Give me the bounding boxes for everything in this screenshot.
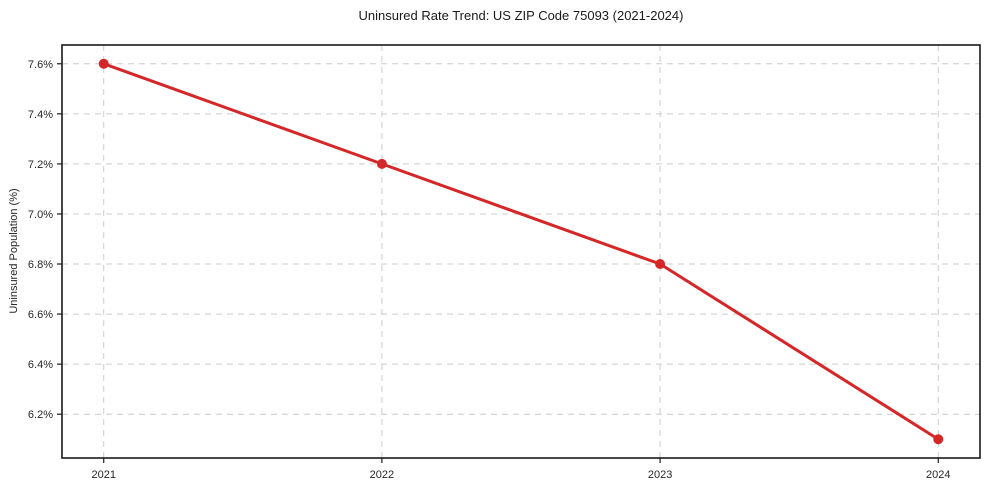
y-tick-label: 6.6%	[28, 309, 53, 321]
x-tick-label: 2022	[370, 469, 394, 481]
y-tick-label: 6.2%	[28, 409, 53, 421]
plot-border	[61, 44, 981, 459]
x-tick-label: 2023	[648, 469, 672, 481]
data-point-marker	[933, 434, 944, 445]
y-tick-label: 7.2%	[28, 159, 53, 171]
y-tick-label: 7.4%	[28, 109, 53, 121]
x-tick-label: 2021	[91, 469, 115, 481]
x-tick-label: 2024	[926, 469, 950, 481]
data-point-marker	[655, 259, 666, 270]
data-point-marker	[376, 158, 387, 169]
y-tick-label: 7.0%	[28, 209, 53, 221]
trend-line	[102, 62, 940, 441]
y-tick-label: 6.4%	[28, 359, 53, 371]
data-point-marker	[98, 58, 109, 69]
y-tick-label: 7.6%	[28, 59, 53, 71]
chart-title: Uninsured Rate Trend: US ZIP Code 75093 …	[358, 8, 684, 23]
y-tick-label: 6.8%	[28, 259, 53, 271]
